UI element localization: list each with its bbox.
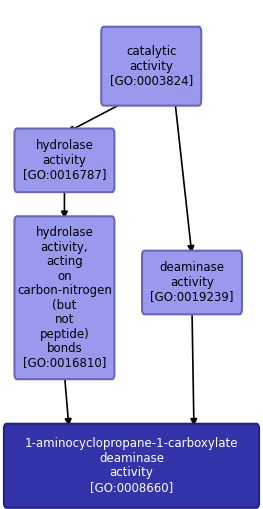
Text: deaminase
activity
[GO:0019239]: deaminase activity [GO:0019239] xyxy=(150,262,234,303)
FancyBboxPatch shape xyxy=(14,216,114,379)
Text: catalytic
activity
[GO:0003824]: catalytic activity [GO:0003824] xyxy=(110,45,193,87)
Text: 1-aminocyclopropane-1-carboxylate
deaminase
activity
[GO:0008660]: 1-aminocyclopropane-1-carboxylate deamin… xyxy=(25,437,238,494)
FancyBboxPatch shape xyxy=(4,423,259,507)
Text: hydrolase
activity
[GO:0016787]: hydrolase activity [GO:0016787] xyxy=(23,139,106,181)
Text: hydrolase
activity,
acting
on
carbon-nitrogen
(but
not
peptide)
bonds
[GO:001681: hydrolase activity, acting on carbon-nit… xyxy=(17,226,112,370)
FancyBboxPatch shape xyxy=(14,129,114,192)
FancyBboxPatch shape xyxy=(101,26,201,106)
FancyBboxPatch shape xyxy=(142,250,242,315)
